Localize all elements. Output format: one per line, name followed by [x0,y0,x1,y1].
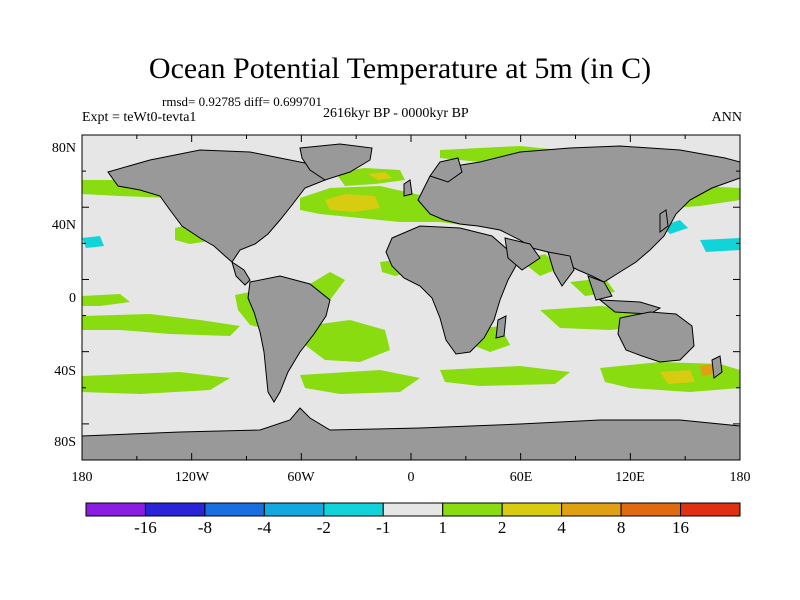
land-layer [81,143,741,461]
land-north-america [107,149,331,263]
lon-tick-label: 120W [175,470,210,485]
colorbar-label: 1 [438,518,447,537]
land-southeast-asia [587,275,613,301]
colorbar-swatch [561,502,622,517]
anomaly-patch-japan-cyan [662,220,688,234]
colorbar-swatch [263,502,325,517]
anomaly-patch-north-atlantic-core [325,194,380,212]
anomaly-patch-nordic-seas [335,168,405,186]
colorbar-swatch [144,502,206,517]
land-madagascar [495,315,507,339]
land-greenland [299,143,373,181]
lon-tick-label: 60E [510,470,533,485]
season-label: ANN [711,110,742,125]
stats-text: rmsd= 0.92785 diff= 0.699701 [162,94,322,109]
colorbar-swatch [501,502,563,517]
colorbar-label: -16 [134,518,157,537]
land-japan [659,209,669,233]
colorbar-label: 2 [497,518,507,537]
land-central-america [231,260,251,286]
land-india [547,251,575,287]
experiment-label: Expt = teWt0-tevta1 [82,110,197,125]
lon-tick-label: 180 [730,470,751,485]
colorbar-swatch [323,502,384,517]
period-label: 2616kyr BP - 0000kyr BP [323,106,469,121]
lon-tick-label: 0 [408,470,415,485]
land-new-zealand [711,355,723,379]
anomaly-patch-southern-ocean-atlantic [300,370,420,394]
land-scandinavia [429,157,463,183]
anomaly-patch-south-atlantic [305,320,390,362]
anomaly-patch-southern-ocean-pacific [82,372,230,394]
lat-tick-label: 80N [52,141,76,156]
map-title: Ocean Potential Temperature at 5m (in C) [148,52,652,85]
lat-tick-label: 80S [54,435,76,450]
land-eurasia [417,145,741,283]
anomaly-patch-northwest-pacific-cyan [700,238,740,252]
colorbar-swatch [620,502,682,517]
anomaly-patch-tasman-orange [700,364,714,376]
lat-tick-label: 40S [54,364,76,379]
colorbar [85,502,741,517]
lat-tick-label: 40N [52,218,76,233]
land-south-america [247,275,331,403]
colorbar-label: 8 [616,518,626,537]
colorbar-label: 4 [557,518,566,537]
colorbar-swatch [204,502,265,517]
anomaly-patch-southern-ocean-indian [440,366,570,386]
lon-tick-label: 120E [615,470,645,485]
land-british-isles [403,179,413,197]
colorbar-label: -1 [376,518,391,537]
colorbar-swatch [442,502,503,517]
anomaly-patch-central-pacific [82,294,130,306]
land-arabia [504,237,541,271]
axis-ticks [81,134,741,461]
anomaly-patch-east-pacific [82,314,240,336]
colorbar-swatch [680,502,741,517]
lon-tick-label: 180 [72,470,93,485]
lat-tick-label: 0 [69,291,76,306]
colorbar-label: -4 [257,518,272,537]
anomaly-patch-nordic-core [368,172,392,180]
anomaly-patch-south-australia-core [660,370,695,384]
colorbar-swatch [85,502,146,517]
land-indonesia [598,299,662,315]
colorbar-label: -2 [316,518,331,537]
colorbar-label: 16 [672,518,690,537]
colorbar-label: -8 [197,518,212,537]
anomaly-patch-pacific-cyan [82,236,104,248]
colorbar-swatch [382,502,444,517]
land-australia [617,311,695,363]
lon-tick-label: 60W [287,470,315,485]
land-africa [385,225,519,355]
